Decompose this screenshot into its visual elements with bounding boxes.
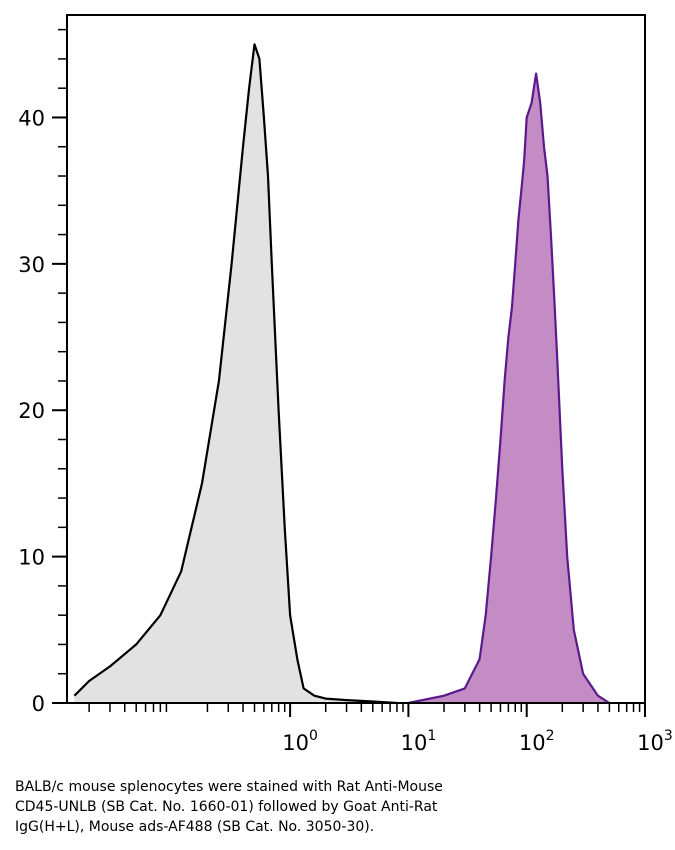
series-2-outline [408,72,610,705]
caption-line-1: BALB/c mouse splenocytes were stained wi… [15,779,443,795]
series-1-area [74,44,397,704]
series-1-outline [73,43,397,705]
axis-layer: 0 10 20 30 40 100 101 102 103 [18,28,673,755]
y-tick-label-40: 40 [18,106,45,130]
histogram-chart: 0 10 20 30 40 100 101 102 103 [18,14,673,755]
x-tick-label-2: 102 [519,728,555,755]
series-layer [73,43,610,705]
x-tick-label-3: 103 [637,728,673,755]
y-tick-label-0: 0 [32,692,45,716]
y-tick-label-30: 30 [18,253,45,277]
x-tick-label-0: 100 [282,728,318,755]
y-tick-label-20: 20 [18,399,45,423]
plot-frame [66,14,646,704]
caption-line-2: CD45-UNLB (SB Cat. No. 1660-01) followed… [15,799,438,815]
y-tick-label-10: 10 [18,546,45,570]
series-2-area [408,73,610,704]
caption-line-3: IgG(H+L), Mouse ads-AF488 (SB Cat. No. 3… [15,819,375,835]
x-tick-label-1: 101 [401,728,437,755]
figure-caption: BALB/c mouse splenocytes were stained wi… [15,777,655,837]
